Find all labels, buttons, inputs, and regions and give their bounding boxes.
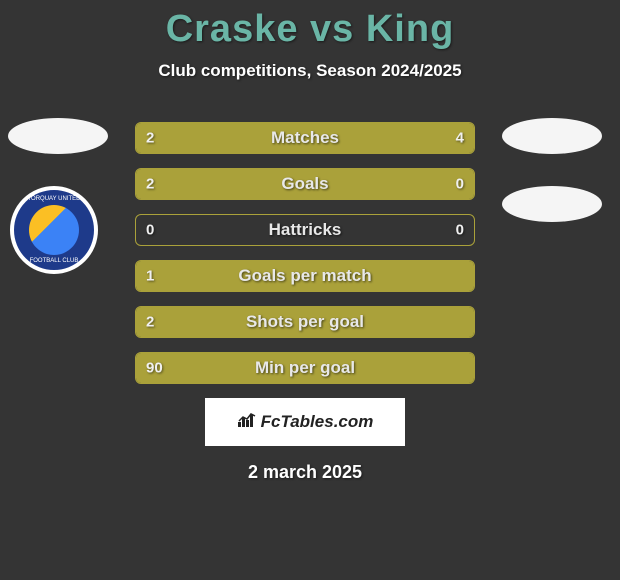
stat-row-matches: 2 Matches 4 (135, 122, 475, 154)
player-avatar-placeholder (8, 118, 108, 154)
club-badge-placeholder (502, 186, 602, 222)
stat-row-min-per-goal: 90 Min per goal (135, 352, 475, 384)
chart-icon (237, 412, 257, 433)
branding-text: FcTables.com (261, 412, 374, 432)
infographic-container: Craske vs King Club competitions, Season… (0, 0, 620, 580)
stat-row-goals: 2 Goals 0 (135, 168, 475, 200)
player-avatar-placeholder (502, 118, 602, 154)
club-badge-torquay: TORQUAY UNITED FOOTBALL CLUB (10, 186, 98, 274)
left-player-badges: TORQUAY UNITED FOOTBALL CLUB (8, 118, 118, 274)
stat-row-shots-per-goal: 2 Shots per goal (135, 306, 475, 338)
page-title: Craske vs King (0, 0, 620, 51)
stat-label: Matches (136, 128, 474, 148)
stat-label: Goals per match (136, 266, 474, 286)
stat-row-goals-per-match: 1 Goals per match (135, 260, 475, 292)
subtitle: Club competitions, Season 2024/2025 (0, 61, 620, 81)
club-badge-bottom-text: FOOTBALL CLUB (14, 258, 94, 264)
stat-label: Goals (136, 174, 474, 194)
club-badge-top-text: TORQUAY UNITED (14, 196, 94, 202)
branding-box: FcTables.com (205, 398, 405, 446)
club-badge-inner (29, 205, 79, 255)
stat-row-hattricks: 0 Hattricks 0 (135, 214, 475, 246)
stat-value-right: 4 (456, 130, 464, 147)
stat-label: Hattricks (136, 220, 474, 240)
stat-label: Min per goal (136, 358, 474, 378)
stats-area: 2 Matches 4 2 Goals 0 0 Hattricks 0 1 Go… (135, 122, 475, 483)
stat-label: Shots per goal (136, 312, 474, 332)
stat-value-right: 0 (456, 176, 464, 193)
stat-value-right: 0 (456, 222, 464, 239)
date-text: 2 march 2025 (135, 462, 475, 483)
right-player-badges (502, 118, 612, 254)
